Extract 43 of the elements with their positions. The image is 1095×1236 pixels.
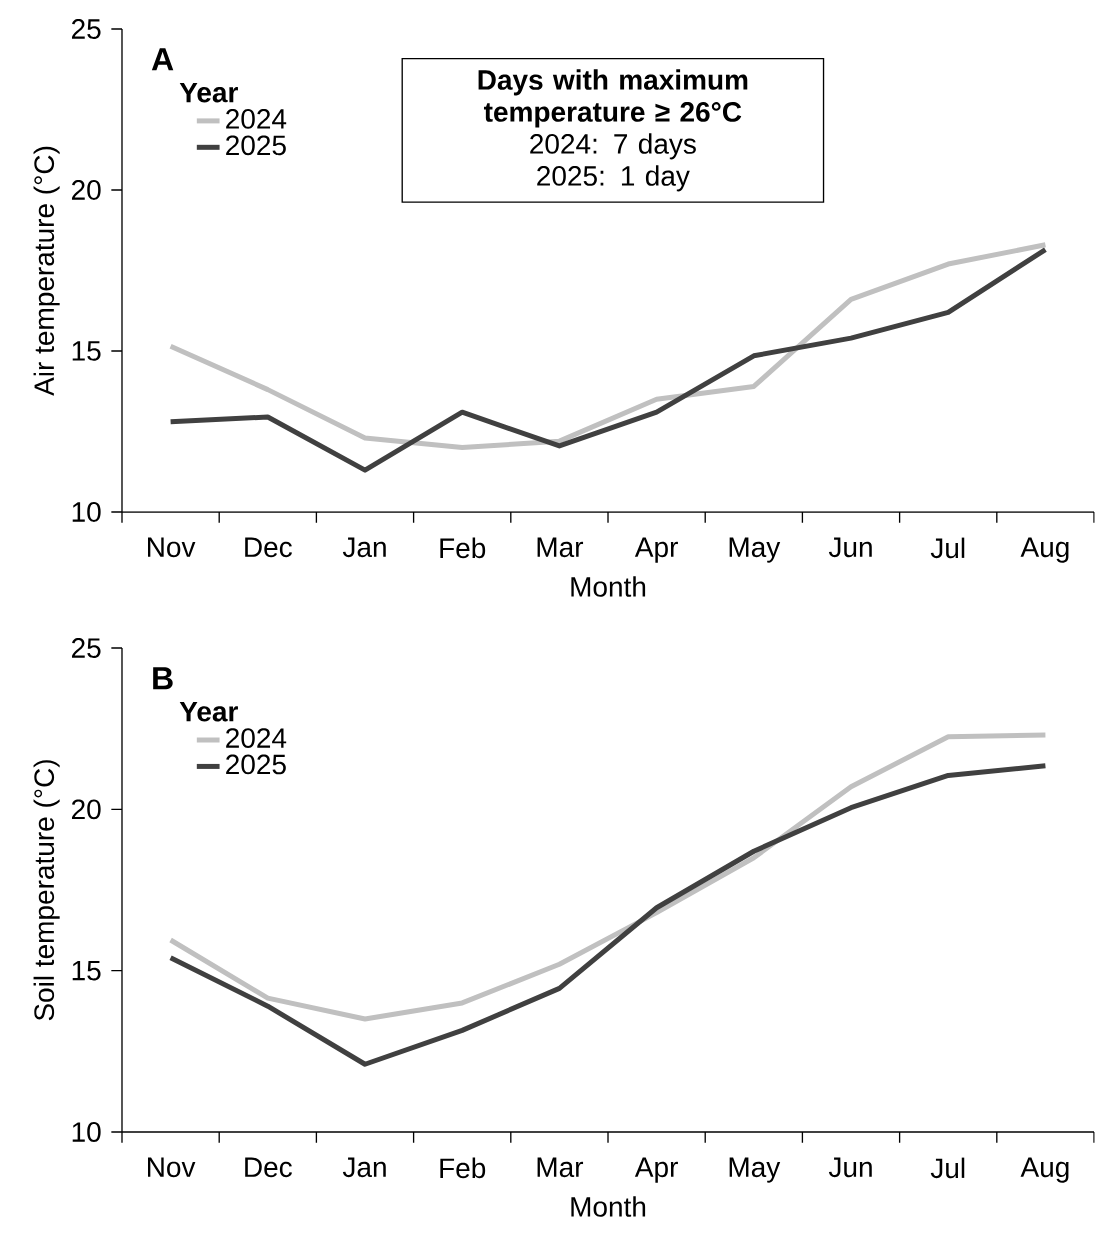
y-tick-label: 20 [72,180,101,200]
legend-title: Year [179,82,239,103]
x-tick-label: May [729,537,781,563]
legend-label: 2025 [226,135,286,156]
x-tick-label: Aug [1020,537,1069,563]
x-tick-label: Jan [343,537,386,558]
x-tick-label: Jun [829,537,872,558]
x-tick-label: Aug [1020,1157,1069,1183]
x-tick-label: Nov [148,537,196,558]
x-tick-label: Feb [440,1157,486,1179]
chart-title: B [153,667,173,690]
x-axis-title: Month [571,576,646,597]
annotation: 2025: 1 day [537,165,690,192]
y-axis-title: Air temperature (°C) [33,146,60,396]
x-tick-label: May [729,1157,781,1183]
y-tick-label: 25 [72,638,101,658]
legend-label: 2024 [226,109,287,129]
legend-title: Year [179,702,239,722]
y-tick-label: 20 [72,799,101,820]
y-tick-label: 15 [72,341,101,361]
x-tick-label: Jan [343,1157,386,1178]
x-tick-label: Mar [537,537,584,558]
y-tick-label: 25 [72,19,101,39]
x-tick-label: Dec [245,1157,293,1178]
legend-label: 2025 [226,754,286,775]
x-tick-label: Apr [635,1157,679,1183]
chart-title: A [151,48,174,71]
y-tick-label: 15 [72,960,101,981]
x-tick-label: Apr [635,537,679,563]
x-tick-label: Feb [440,537,486,559]
y-tick-label: 10 [72,1122,101,1142]
x-tick-label: Jul [930,537,965,559]
annotation: 2024: 7 days [530,133,697,160]
x-tick-label: Jul [930,1157,965,1179]
annotation: Days with maximum temperature ≥ 26°C [478,69,748,128]
x-tick-label: Jun [829,1157,872,1178]
x-tick-label: Nov [148,1157,196,1178]
legend-label: 2024 [226,728,287,748]
x-axis-title: Month [571,1196,646,1217]
y-axis-title: Soil temperature (°C) [33,760,60,1021]
y-tick-label: 10 [72,502,101,522]
x-tick-label: Mar [537,1157,584,1178]
x-tick-label: Dec [245,537,293,558]
